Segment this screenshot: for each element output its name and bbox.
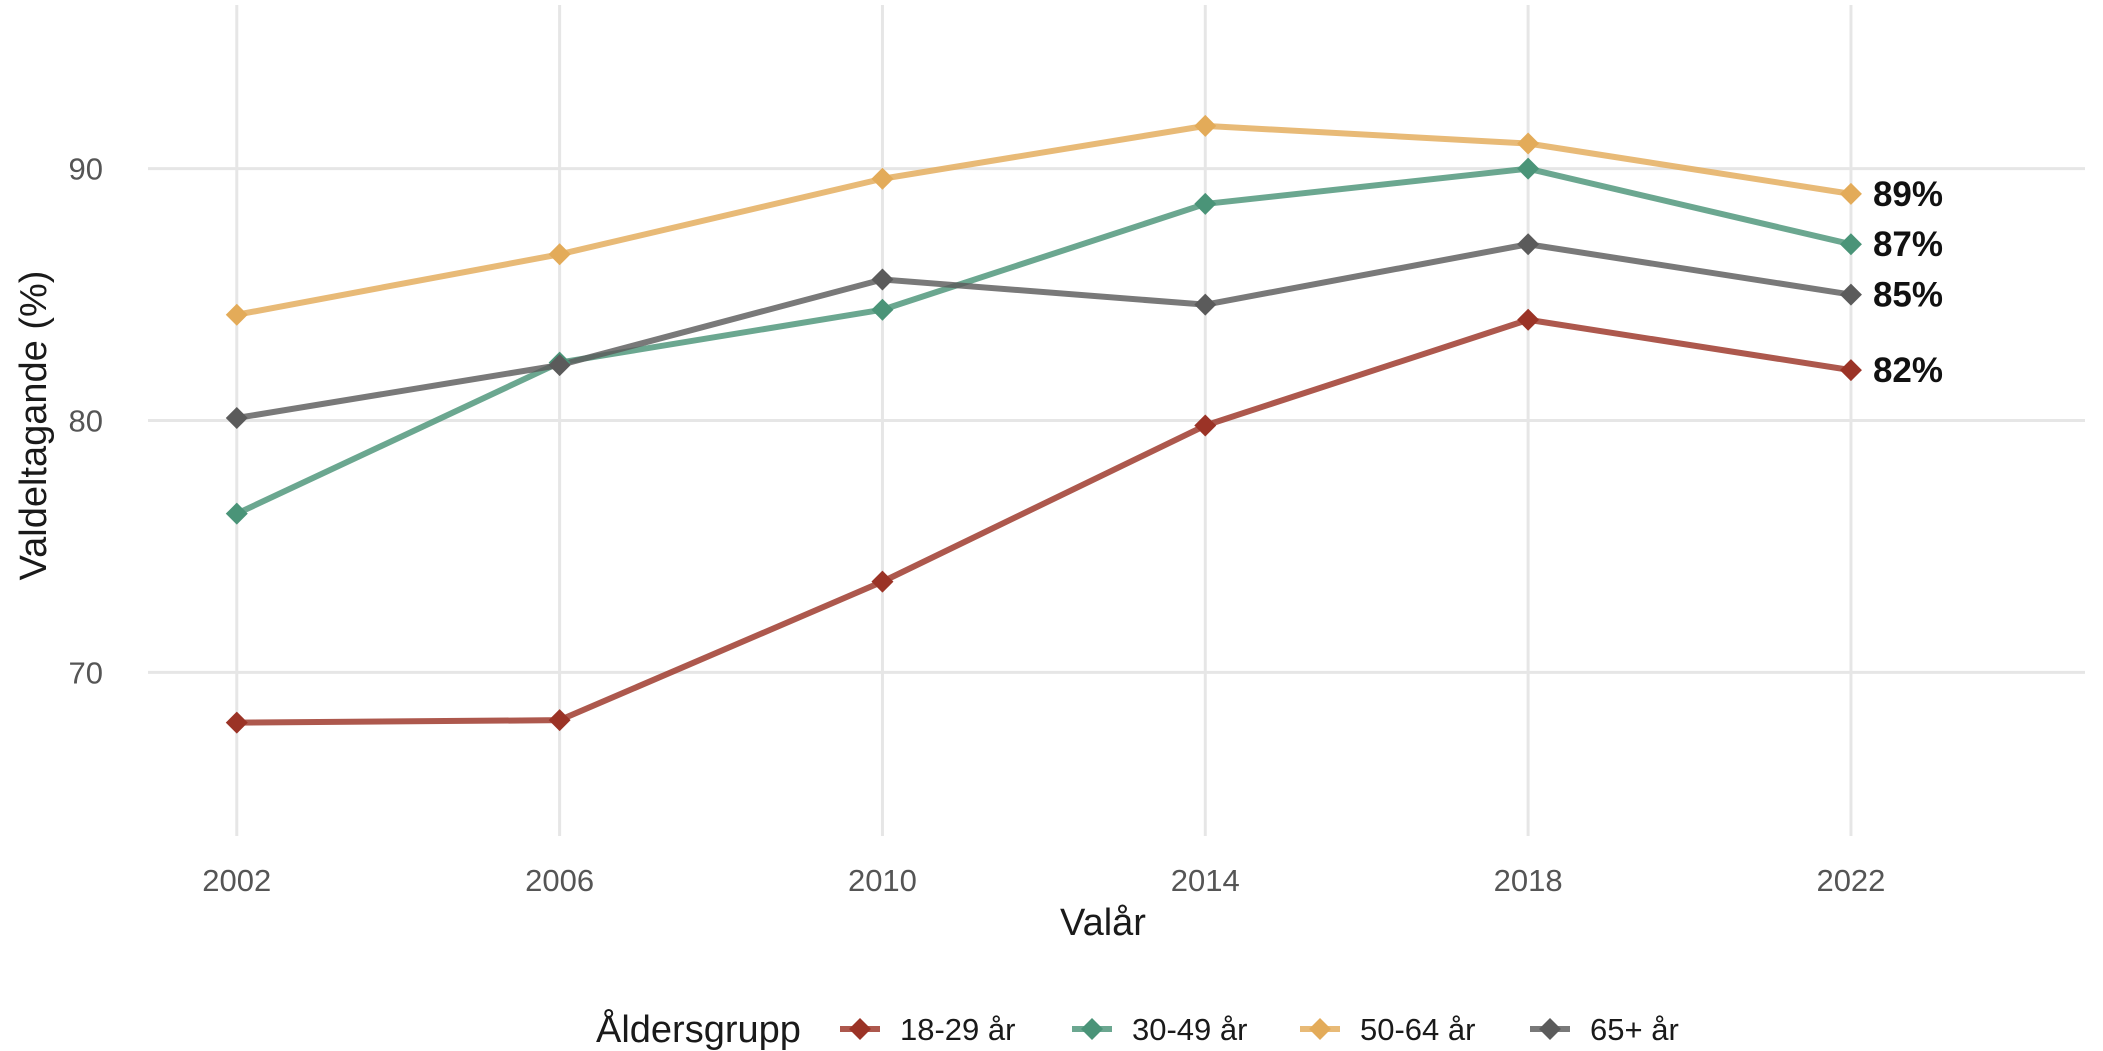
data-point — [548, 709, 571, 732]
x-tick-label: 2010 — [848, 863, 917, 898]
x-tick-label: 2014 — [1171, 863, 1240, 898]
data-point — [871, 268, 894, 291]
legend-item: 30-49 år — [1072, 1012, 1247, 1047]
end-label: 85% — [1873, 276, 1943, 315]
end-labels: 82% 87% 89% 85% — [1873, 175, 1943, 390]
legend-label: 18-29 år — [900, 1012, 1015, 1047]
data-point — [1517, 157, 1540, 180]
data-point — [1194, 114, 1217, 137]
legend-title: Åldersgrupp — [596, 1007, 801, 1051]
data-point — [548, 354, 571, 377]
y-tick-label: 90 — [69, 152, 103, 187]
data-point — [225, 303, 248, 326]
data-point — [1839, 233, 1862, 256]
data-point — [225, 711, 248, 734]
data-point — [1194, 414, 1217, 437]
legend-item: 18-29 år — [840, 1012, 1015, 1047]
data-point — [1194, 192, 1217, 215]
data-point — [871, 167, 894, 190]
legend-marker-icon — [849, 1018, 871, 1040]
data-point — [225, 406, 248, 429]
series-lines — [233, 122, 1854, 726]
y-axis-ticks: 70 80 90 — [69, 152, 103, 691]
data-point — [1839, 359, 1862, 382]
data-point — [1517, 308, 1540, 331]
legend-label: 30-49 år — [1132, 1012, 1247, 1047]
legend-item: 65+ år — [1530, 1012, 1679, 1047]
x-tick-label: 2018 — [1494, 863, 1563, 898]
data-point — [1517, 132, 1540, 155]
data-point — [225, 502, 248, 525]
legend: Åldersgrupp 18-29 år 30-49 år 50-64 år 65+ … — [596, 1007, 1679, 1051]
y-tick-label: 70 — [69, 655, 103, 690]
series-line-2 — [233, 122, 1854, 318]
data-point — [1517, 233, 1540, 256]
end-label: 89% — [1873, 175, 1943, 214]
series-line-3 — [233, 241, 1854, 421]
x-tick-label: 2022 — [1816, 863, 1885, 898]
legend-item: 50-64 år — [1300, 1012, 1475, 1047]
x-axis-title: Valår — [1060, 902, 1146, 944]
series-line-1 — [233, 165, 1854, 517]
data-point — [1839, 283, 1862, 306]
grid — [148, 5, 2085, 836]
series-points — [225, 114, 1862, 734]
end-label: 82% — [1873, 351, 1943, 390]
end-label: 87% — [1873, 225, 1943, 264]
data-point — [1194, 293, 1217, 316]
legend-label: 65+ år — [1590, 1012, 1679, 1047]
y-axis-title: Valdeltagande (%) — [13, 271, 55, 581]
legend-label: 50-64 år — [1360, 1012, 1475, 1047]
series-line-0 — [233, 316, 1854, 726]
x-axis-ticks: 2002 2006 2010 2014 2018 2022 — [202, 863, 1885, 898]
legend-marker-icon — [1309, 1018, 1331, 1040]
y-tick-label: 80 — [69, 404, 103, 439]
legend-marker-icon — [1539, 1018, 1561, 1040]
x-tick-label: 2002 — [202, 863, 271, 898]
data-point — [548, 243, 571, 266]
legend-marker-icon — [1081, 1018, 1103, 1040]
x-tick-label: 2006 — [525, 863, 594, 898]
data-point — [871, 298, 894, 321]
data-point — [1839, 182, 1862, 205]
data-point — [871, 570, 894, 593]
